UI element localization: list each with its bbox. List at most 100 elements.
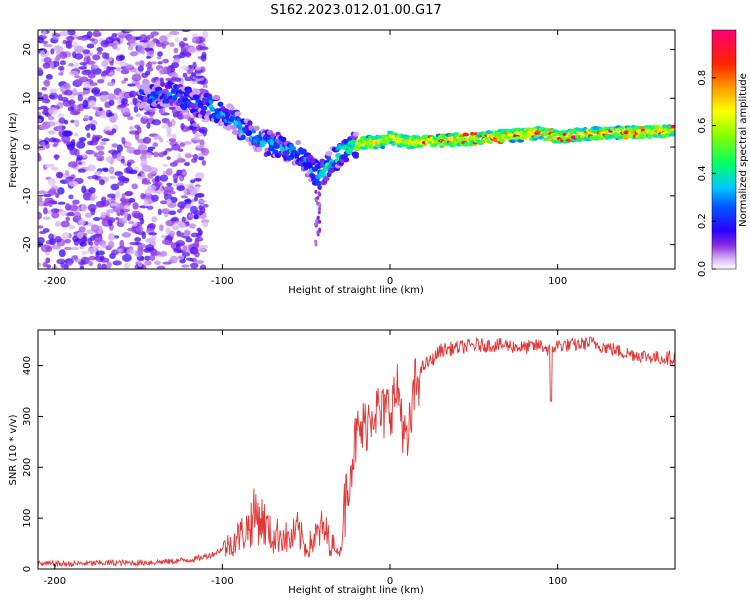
spectrogram-noise-blob	[111, 249, 120, 256]
spectrogram-noise-blob	[91, 224, 100, 232]
spectrogram-noise-blob	[170, 196, 178, 203]
spectrogram-noise-blob	[82, 99, 89, 108]
spectrogram-noise-blob	[150, 31, 160, 36]
spectrogram-noise-blob	[106, 65, 111, 74]
spectrogram-noise-blob	[189, 258, 194, 262]
spectrogram-ridge-cell	[671, 130, 675, 135]
snr-panel: -200 -100 0 100 0 100 200 300 400 Height of str…	[8, 329, 676, 596]
spectrogram-noise-blob	[189, 187, 198, 195]
spectrogram-noise-blob	[38, 190, 47, 195]
spectrogram-noise-blob	[123, 210, 129, 219]
spectrogram-noise-blob	[131, 183, 139, 190]
colorbar-frame	[711, 29, 737, 270]
spectrogram-noise-blob	[102, 51, 107, 59]
spectrogram-noise-blob	[42, 216, 51, 220]
spectrogram-noise-blob	[86, 43, 95, 49]
spectrogram-noise-blob	[99, 91, 109, 96]
spectrogram-noise-blob	[194, 260, 204, 264]
spectrogram-ridge-cell	[352, 151, 359, 157]
spectrogram-noise-blob	[87, 247, 97, 254]
spectrogram-noise-blob	[39, 141, 46, 149]
spectrogram-noise-blob	[108, 166, 115, 175]
spectrogram-noise-blob	[314, 198, 318, 203]
spectrogram-noise-blob	[105, 130, 114, 136]
spectrogram-noise-blob	[106, 81, 116, 87]
spectrogram-noise-blob	[121, 98, 128, 105]
spectrogram-noise-blob	[58, 117, 66, 124]
spectrogram-noise-blob	[38, 196, 43, 203]
spectrogram-ridge-cell	[350, 139, 357, 145]
spectrogram-noise-blob	[83, 114, 90, 122]
spectrogram-noise-blob	[181, 252, 191, 257]
spectrogram-noise-blob	[148, 167, 158, 175]
spectrogram-ridge-cell	[247, 120, 253, 126]
spectrogram-noise-blob	[43, 207, 48, 215]
spectrogram-noise-blob	[188, 223, 196, 229]
colorbar-tick-label: 0.2	[697, 213, 708, 229]
spectrogram-noise-blob	[63, 246, 73, 251]
spectrogram-ridge-cell	[253, 125, 260, 131]
spectrogram-noise-blob	[84, 212, 92, 218]
spectrogram-noise-blob	[107, 240, 115, 249]
spectrogram-ridge-cell	[654, 124, 662, 129]
spectrogram-noise-blob	[89, 197, 96, 202]
spectrogram-noise-blob	[128, 90, 137, 98]
spectrogram-ridge-cell	[212, 94, 220, 101]
spectrogram-noise-blob	[77, 161, 83, 165]
spectrogram-noise-blob	[39, 230, 47, 235]
snr-frame	[37, 329, 676, 570]
spectrogram-noise-blob	[195, 45, 204, 51]
spectrogram-noise-blob	[124, 141, 133, 147]
spectrogram-ridge-cell	[161, 88, 169, 94]
spectrogram-noise-blob	[116, 67, 121, 72]
spectrogram-noise-blob	[53, 45, 64, 52]
spectrogram-noise-blob	[316, 230, 320, 235]
spectrogram-noise-blob	[137, 45, 145, 54]
spectrogram-noise-blob	[162, 163, 168, 167]
spectrogram-noise-blob	[70, 119, 75, 123]
spectrogram-noise-blob	[191, 139, 201, 143]
spectrogram-noise-blob	[43, 57, 52, 64]
spectrogram-noise-blob	[51, 211, 60, 219]
spectrogram-noise-blob	[86, 60, 96, 65]
spectrogram-noise-blob	[157, 208, 162, 216]
spectrogram-noise-blob	[91, 65, 98, 70]
spectrogram-noise-blob	[185, 154, 195, 158]
spectrogram-noise-blob	[196, 227, 202, 232]
spectrogram-noise-blob	[169, 42, 175, 48]
spectrogram-noise-blob	[81, 185, 87, 194]
spectrogram-noise-blob	[168, 210, 177, 216]
spectrogram-noise-blob	[128, 220, 134, 225]
spectrogram-noise-blob	[47, 107, 58, 115]
spectrogram-noise-blob	[68, 62, 74, 67]
spectrogram-noise-blob	[173, 222, 178, 229]
spectrogram-noise-blob	[58, 249, 66, 258]
spectrogram-noise-blob	[93, 216, 101, 221]
spectrogram-noise-blob	[318, 207, 322, 212]
spectrogram-noise-blob	[88, 82, 98, 86]
spectrogram-noise-blob	[78, 226, 86, 233]
spectrogram-noise-blob	[179, 52, 186, 59]
spectrogram-y-ticks: 20 10 0 -10 -20	[22, 43, 675, 253]
spectrogram-noise-blob	[78, 137, 87, 142]
spectrogram-noise-blob	[59, 210, 67, 216]
spectrogram-noise-blob	[158, 107, 166, 115]
spectrogram-noise-blob	[162, 67, 167, 75]
spectrogram-noise-blob	[100, 141, 107, 146]
y-tick-label: 100	[22, 509, 33, 528]
spectrogram-noise-blob	[39, 50, 46, 57]
spectrogram-noise-blob	[140, 192, 145, 200]
spectrogram-noise-blob	[41, 86, 47, 91]
spectrogram-noise-blob	[153, 135, 162, 140]
spectrogram-noise-blob	[127, 115, 134, 121]
x-tick-label: -200	[43, 576, 66, 587]
spectrogram-noise-blob	[126, 248, 135, 255]
spectrogram-noise-blob	[177, 201, 187, 209]
spectrogram-ridge-cell	[201, 105, 208, 111]
spectrogram-noise-blob	[179, 232, 185, 238]
spectrogram-noise-blob	[55, 192, 60, 198]
colorbar: 0.0 0.2 0.4 0.6 0.8 Normalized spectral ampl…	[697, 29, 749, 277]
spectrogram-ridge-cell	[325, 151, 333, 157]
spectrogram-noise-blob	[38, 67, 43, 72]
spectrogram-noise-blob	[146, 205, 154, 210]
